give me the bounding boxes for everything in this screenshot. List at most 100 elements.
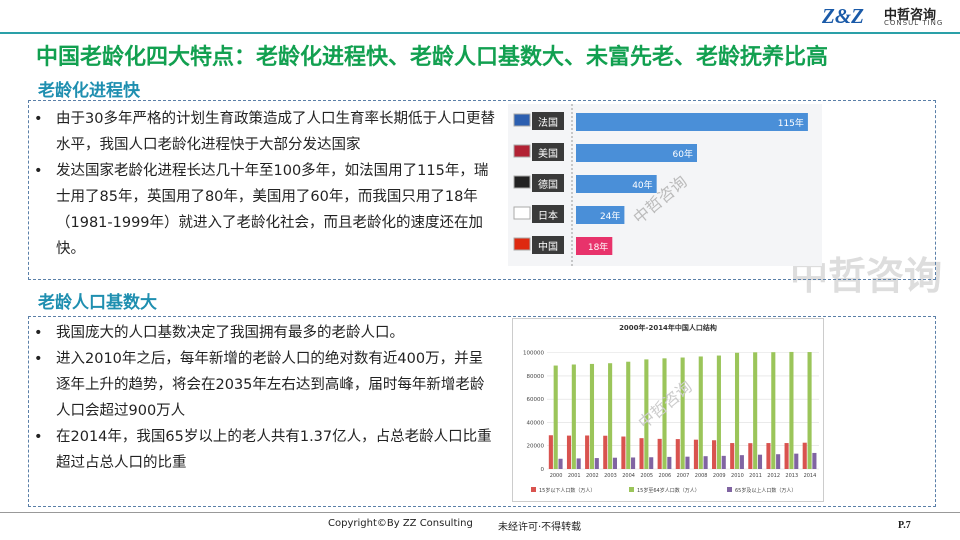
bar <box>685 456 690 469</box>
legend-swatch <box>727 487 732 492</box>
bar <box>789 351 794 469</box>
bar <box>753 352 758 469</box>
bullet-list: 我国庞大的人口基数决定了我国拥有最多的老龄人口。进入2010年之后，每年新增的老… <box>26 320 496 476</box>
bar <box>712 440 717 469</box>
y-tick-label: 0 <box>541 467 545 473</box>
y-tick-label: 80000 <box>527 374 545 380</box>
bar <box>548 435 553 469</box>
bar <box>576 237 613 255</box>
bar <box>776 454 781 469</box>
bar <box>693 439 698 469</box>
x-tick-label: 2008 <box>695 473 708 479</box>
x-tick-label: 2001 <box>568 473 581 479</box>
x-tick-label: 2004 <box>622 473 635 479</box>
value-label: 60年 <box>673 148 693 160</box>
value-label: 24年 <box>600 210 620 222</box>
logo: Z&Z <box>822 4 864 28</box>
bullet: 发达国家老龄化进程长达几十年至100多年，如法国用了115年，瑞士用了85年，英… <box>34 158 496 262</box>
label-box <box>532 205 564 223</box>
value-label: 40年 <box>632 179 652 191</box>
section-heading: 老龄人口基数大 <box>38 293 157 313</box>
category-label: 美国 <box>538 147 558 160</box>
bar <box>739 455 744 469</box>
flag <box>513 144 531 158</box>
bar <box>812 452 817 469</box>
chart: 2000年-2014年中国人口结构 0 20000 40000 60000 80000 10… <box>512 318 824 502</box>
x-tick-label: 2011 <box>749 473 762 479</box>
x-tick-label: 2000 <box>550 473 563 479</box>
category-label: 中国 <box>538 240 558 253</box>
title: 中国老龄化四大特点：老龄化进程快、老龄人口基数大、未富先老、老龄抚养比高 <box>36 45 829 70</box>
bar <box>802 442 807 469</box>
bar <box>680 357 685 469</box>
category-label: 德国 <box>538 178 558 191</box>
x-tick-label: 2002 <box>586 473 599 479</box>
bar <box>734 352 740 469</box>
bar <box>576 458 581 469</box>
label-box <box>532 112 564 130</box>
y-tick-label: 20000 <box>527 444 545 450</box>
bar <box>716 355 721 469</box>
page-number: P.7 <box>898 520 911 531</box>
bar <box>576 175 657 193</box>
bar <box>626 361 631 469</box>
bar <box>576 144 697 162</box>
x-tick-label: 2014 <box>804 473 817 479</box>
bar <box>807 352 812 469</box>
bar <box>594 458 599 469</box>
bar <box>667 456 672 469</box>
flag <box>513 237 531 251</box>
y-tick-label: 40000 <box>527 420 545 426</box>
bar <box>771 352 776 469</box>
bar <box>566 435 572 469</box>
bar <box>675 439 680 469</box>
bar <box>698 356 703 469</box>
bar <box>662 358 667 469</box>
bar <box>576 113 808 131</box>
x-tick-label: 2012 <box>767 473 780 479</box>
chart-title: 2000年-2014年中国人口结构 <box>619 323 717 332</box>
flag <box>513 206 531 220</box>
bullet: 进入2010年之后，每年新增的老龄人口的绝对数有近400万，并呈逐年上升的趋势，… <box>34 346 496 424</box>
label-box <box>532 236 564 254</box>
y-tick-label: 100000 <box>523 351 544 357</box>
bar <box>631 457 636 469</box>
bar <box>553 365 558 469</box>
brand-en: CONSUL TING <box>884 19 944 27</box>
bar <box>621 436 626 469</box>
x-tick-label: 2005 <box>640 473 653 479</box>
x-tick-label: 2010 <box>731 473 744 479</box>
header-rule <box>0 32 960 34</box>
bar <box>721 455 726 469</box>
x-tick-label: 2009 <box>713 473 726 479</box>
flag <box>513 113 531 127</box>
bar <box>639 438 644 469</box>
bullet: 在2014年，我国65岁以上的老人共有1.37亿人，占总老龄人口比重超过占总人口… <box>34 424 496 476</box>
value-label: 115年 <box>778 117 804 129</box>
section-box <box>28 100 936 280</box>
label-box <box>532 174 564 192</box>
bar <box>585 435 590 469</box>
bar <box>571 364 576 469</box>
category-label: 日本 <box>538 209 558 222</box>
category-label: 法国 <box>538 116 558 129</box>
bar <box>576 206 625 224</box>
x-tick-label: 2013 <box>785 473 798 479</box>
legend-label: 15岁至64岁人口数（万人） <box>637 487 700 494</box>
bullet: 由于30多年严格的计划生育政策造成了人口生育率长期低于人口更替水平，我国人口老龄… <box>34 106 496 158</box>
legend-swatch <box>629 487 634 492</box>
notice: 未经许可·不得转载 <box>498 522 582 533</box>
flag <box>513 175 531 189</box>
bullet: 我国庞大的人口基数决定了我国拥有最多的老龄人口。 <box>34 320 496 346</box>
bar <box>766 443 771 469</box>
label-box <box>532 143 564 161</box>
bullet-list: 由于30多年严格的计划生育政策造成了人口生育率长期低于人口更替水平，我国人口老龄… <box>26 106 496 262</box>
bar <box>608 363 613 469</box>
brand: 中哲咨询 <box>884 8 937 23</box>
bar <box>784 443 789 469</box>
bar <box>794 453 799 469</box>
value-label: 18年 <box>588 241 608 253</box>
bar <box>612 457 617 469</box>
x-tick-label: 2007 <box>677 473 690 479</box>
